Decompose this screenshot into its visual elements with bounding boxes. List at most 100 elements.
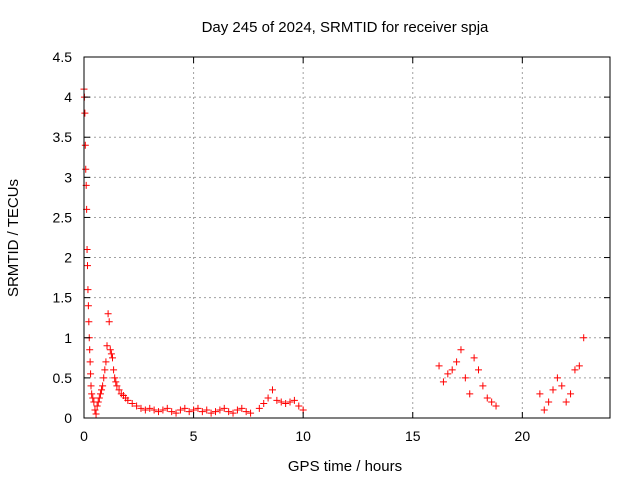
y-tick-label: 4 [64, 89, 72, 105]
data-point [580, 334, 588, 342]
data-point [86, 346, 94, 354]
grid-lines [84, 57, 610, 418]
x-tick-label: 10 [295, 428, 311, 444]
data-point [492, 402, 500, 410]
data-point [185, 408, 193, 416]
data-point [81, 109, 89, 117]
data-point [540, 406, 548, 414]
data-point [470, 354, 478, 362]
data-point [84, 262, 92, 270]
data-point [86, 358, 94, 366]
data-point [549, 386, 557, 394]
data-point [115, 386, 123, 394]
data-point [264, 394, 272, 402]
data-point [229, 409, 237, 417]
data-point [102, 358, 110, 366]
x-axis-label: GPS time / hours [288, 458, 402, 475]
data-point [84, 286, 92, 294]
data-point [137, 404, 145, 412]
data-point [85, 318, 93, 326]
data-point [93, 402, 101, 410]
data-point [99, 382, 107, 390]
data-point [84, 302, 92, 310]
data-point [260, 400, 268, 408]
data-point [212, 408, 219, 416]
y-tick-label: 1.5 [53, 290, 73, 306]
data-point [107, 350, 115, 358]
x-tick-label: 5 [190, 428, 198, 444]
data-point [247, 409, 255, 417]
data-point [575, 362, 583, 370]
data-point [286, 398, 294, 406]
data-point [103, 342, 111, 350]
data-point [453, 358, 461, 366]
data-point [104, 310, 112, 318]
data-point [444, 370, 452, 378]
data-point [562, 398, 570, 406]
data-point [567, 390, 575, 398]
data-point [124, 396, 132, 404]
data-point [435, 362, 443, 370]
data-point [220, 404, 228, 412]
y-tick-label: 2 [64, 250, 72, 266]
data-point [488, 398, 496, 406]
data-point [233, 406, 241, 414]
data-point [479, 382, 487, 390]
data-point [159, 406, 167, 414]
data-point [168, 408, 176, 416]
data-point [83, 246, 91, 254]
data-point [242, 408, 250, 416]
y-tick-label: 2.5 [53, 209, 73, 225]
data-point [100, 374, 108, 382]
data-point [483, 394, 491, 402]
data-point [150, 406, 158, 414]
data-point [88, 390, 96, 398]
data-point [198, 408, 206, 416]
x-tick-label: 0 [80, 428, 88, 444]
data-point [95, 394, 103, 402]
data-point [176, 406, 184, 414]
data-point [194, 404, 202, 412]
data-point [89, 394, 97, 402]
data-point [475, 366, 482, 374]
data-point [146, 404, 154, 412]
data-point [295, 402, 303, 410]
data-point [466, 390, 474, 398]
data-point [268, 386, 276, 394]
data-point [163, 404, 171, 412]
data-point [448, 366, 456, 374]
data-point [571, 366, 579, 374]
y-tick-label: 3.5 [53, 129, 73, 145]
plot-frame [83, 56, 611, 419]
data-point [273, 396, 281, 404]
x-tick-label: 20 [515, 428, 531, 444]
data-point [225, 408, 233, 416]
data-point [81, 141, 89, 149]
data-point [101, 366, 109, 374]
data-point [111, 374, 119, 382]
chart-title: Day 245 of 2024, SRMTID for receiver spj… [202, 19, 489, 36]
data-point [94, 398, 102, 406]
data-point [553, 374, 561, 382]
data-point [290, 396, 298, 404]
y-axis-label: SRMTID / TECUs [5, 179, 22, 297]
data-point [439, 378, 447, 386]
data-point [277, 398, 285, 406]
data-point [155, 408, 163, 416]
data-point [536, 390, 544, 398]
y-tick-label: 3 [64, 169, 72, 185]
data-point [133, 402, 141, 410]
data-point [238, 404, 246, 412]
data-point [457, 346, 465, 354]
axis-ticks: 0 5 10 15 20 0 0.5 1 1.5 2 2.5 3 3.5 4 4.5 [53, 49, 610, 444]
data-point [96, 390, 104, 398]
data-points [80, 85, 588, 418]
y-tick-label: 0.5 [53, 370, 73, 386]
data-point [207, 409, 215, 417]
data-point [558, 382, 566, 390]
data-point [545, 398, 553, 406]
data-point [106, 346, 114, 354]
data-point [108, 354, 116, 362]
